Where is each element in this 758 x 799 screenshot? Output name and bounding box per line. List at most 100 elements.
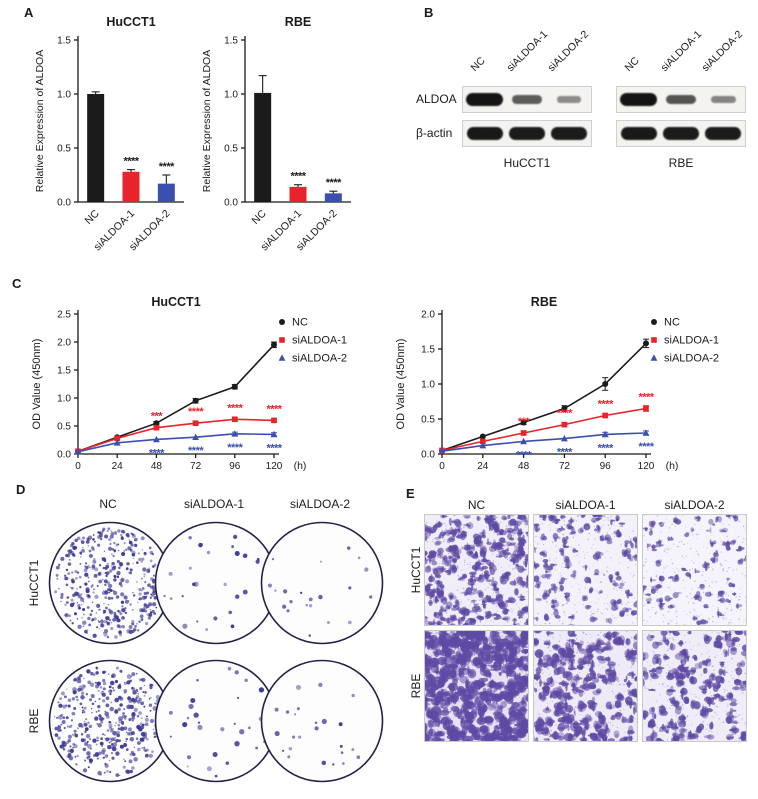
protein-band — [508, 127, 546, 140]
series-siALDOA-2 — [77, 433, 275, 453]
protein-band — [662, 127, 700, 140]
svg-text:2.5: 2.5 — [57, 310, 71, 321]
svg-text:RBE: RBE — [531, 295, 557, 309]
svg-text:120: 120 — [266, 461, 283, 472]
svg-text:NC: NC — [292, 317, 308, 329]
svg-text:0: 0 — [75, 461, 81, 472]
transwell-image-hucct1-sialdoa2 — [642, 514, 747, 626]
svg-text:siALDOA-2: siALDOA-2 — [292, 353, 347, 365]
protein-band — [466, 127, 503, 140]
svg-text:RBE: RBE — [285, 15, 311, 29]
svg-text:0.0: 0.0 — [57, 198, 71, 209]
svg-text:NC: NC — [664, 317, 680, 329]
transwell-col-header-sialdoa1: siALDOA-1 — [555, 498, 616, 512]
transwell-image-rbe-sialdoa1 — [533, 630, 638, 742]
series-siALDOA-1 — [77, 418, 275, 452]
colony-row-label-hucct1: HuCCT1 — [27, 559, 41, 607]
svg-text:****: **** — [557, 408, 573, 420]
panel-b-label: B — [424, 5, 434, 20]
cellline-label-hucct1: HuCCT1 — [503, 156, 551, 170]
protein-band — [551, 127, 588, 140]
svg-text:0.0: 0.0 — [57, 450, 71, 461]
svg-text:****: **** — [290, 171, 306, 183]
colony-well-rbe-sialdoa1 — [154, 659, 278, 783]
svg-text:siALDOA-1: siALDOA-1 — [292, 335, 347, 347]
aldoa-bar-chart-rbe: RBE 0.0 0.5 1.0 1.5 Relative Expression of AL… — [201, 15, 351, 253]
svg-text:1.0: 1.0 — [57, 90, 71, 101]
svg-text:****: **** — [227, 442, 243, 454]
series-siALDOA-2 — [441, 432, 647, 452]
protein-band — [705, 127, 742, 140]
svg-text:****: **** — [188, 406, 204, 418]
cck8-line-chart-hucct1: HuCCT1 0.0 0.5 1.0 1.5 2.0 2.5 0 24 48 72 96 120 (h) O… — [31, 295, 347, 472]
svg-text:120: 120 — [638, 461, 655, 472]
colony-well-rbe-nc — [48, 659, 172, 783]
protein-band — [620, 93, 658, 106]
colony-col-header-sialdoa1: siALDOA-1 — [183, 497, 245, 511]
protein-band — [710, 96, 736, 103]
svg-text:OD Value (450nm): OD Value (450nm) — [395, 339, 407, 430]
svg-text:****: **** — [227, 402, 243, 414]
svg-text:OD Value (450nm): OD Value (450nm) — [31, 339, 43, 430]
svg-text:****: **** — [638, 441, 654, 453]
svg-text:0.5: 0.5 — [421, 415, 435, 426]
protein-label-aldoa: ALDOA — [416, 92, 457, 106]
svg-text:24: 24 — [477, 461, 489, 472]
bar-siALDOA-1 — [289, 186, 307, 202]
transwell-row-label-rbe: RBE — [409, 673, 423, 699]
svg-text:(h): (h) — [666, 460, 679, 472]
svg-text:siALDOA-1: siALDOA-1 — [664, 335, 719, 347]
transwell-image-hucct1-nc — [424, 514, 529, 626]
colony-row-label-rbe: RBE — [27, 708, 41, 734]
colony-well-hucct1-nc — [48, 521, 172, 645]
colony-col-header-sialdoa2: siALDOA-2 — [289, 497, 351, 511]
svg-text:0.5: 0.5 — [224, 144, 238, 155]
svg-text:1.5: 1.5 — [57, 36, 71, 47]
svg-text:siALDOA-2: siALDOA-2 — [664, 353, 719, 365]
svg-text:24: 24 — [112, 461, 124, 472]
bar-NC — [87, 94, 105, 202]
svg-text:***: *** — [151, 411, 164, 423]
svg-text:96: 96 — [229, 461, 241, 472]
svg-text:****: **** — [159, 161, 175, 173]
series-NC — [77, 344, 275, 452]
panel-c-label: C — [12, 276, 22, 291]
panel-e-label: E — [406, 486, 415, 501]
svg-text:1.5: 1.5 — [421, 345, 435, 356]
svg-text:****: **** — [326, 177, 342, 189]
western-blot-aldoa-hucct1 — [462, 86, 592, 113]
svg-text:0.5: 0.5 — [57, 422, 71, 433]
panel-d-label: D — [16, 482, 26, 497]
svg-text:Relative Expression of ALDOA: Relative Expression of ALDOA — [34, 50, 46, 192]
transwell-col-header-nc: NC — [467, 498, 486, 512]
svg-text:1.0: 1.0 — [421, 380, 435, 391]
well-outline — [260, 521, 384, 645]
transwell-col-header-sialdoa2: siALDOA-2 — [664, 498, 725, 512]
protein-band — [665, 94, 697, 105]
svg-text:0.5: 0.5 — [57, 144, 71, 155]
svg-text:****: **** — [638, 392, 654, 404]
svg-text:****: **** — [123, 156, 139, 168]
transwell-row-label-hucct1: HuCCT1 — [409, 546, 423, 594]
protein-band — [557, 96, 582, 103]
series-NC — [441, 342, 647, 452]
cck8-line-chart-rbe: RBE 0.0 0.5 1.0 1.5 2.0 0 24 48 72 96 120 (h) OD Valu… — [395, 295, 719, 472]
series-siALDOA-1 — [441, 407, 647, 452]
svg-text:NC: NC — [83, 207, 103, 227]
lane-label-nc-rbe: NC — [622, 54, 642, 74]
svg-text:72: 72 — [559, 461, 571, 472]
svg-text:0: 0 — [439, 461, 445, 472]
protein-band — [466, 93, 504, 106]
svg-text:****: **** — [188, 445, 204, 457]
svg-text:****: **** — [149, 447, 165, 459]
svg-text:48: 48 — [518, 461, 530, 472]
protein-band — [512, 95, 542, 104]
svg-text:1.0: 1.0 — [224, 90, 238, 101]
lane-label-sialdoa1-hucct1: siALDOA-1 — [504, 28, 551, 75]
western-blot-actin-hucct1 — [462, 120, 592, 147]
bar-siALDOA-1 — [122, 171, 140, 202]
svg-text:96: 96 — [600, 461, 612, 472]
colony-well-rbe-sialdoa2 — [260, 659, 384, 783]
bar-siALDOA-2 — [157, 183, 175, 202]
